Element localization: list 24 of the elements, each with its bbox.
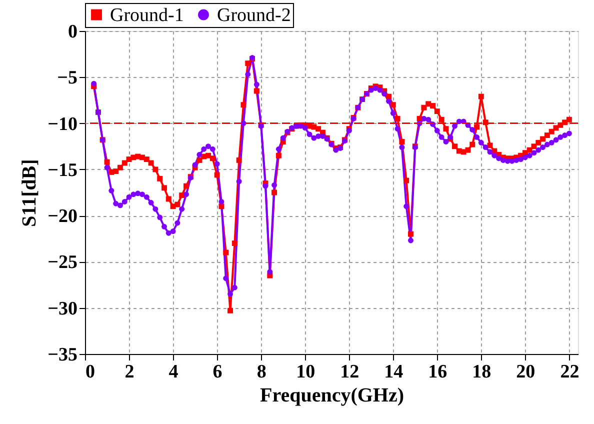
x-tick-label: 4 <box>168 362 179 382</box>
y-tick-label: −5 <box>57 68 78 89</box>
x-axis-title: Frequency(GHz) <box>260 384 404 406</box>
legend-label: Ground-1 <box>110 4 184 26</box>
x-tick-label: 6 <box>212 362 222 382</box>
x-tick-label: 14 <box>384 362 404 382</box>
x-tick-label: 10 <box>296 362 316 382</box>
x-tick-label: 16 <box>428 362 448 382</box>
x-tick-label: 20 <box>516 362 536 382</box>
y-tick-label: −25 <box>48 252 78 274</box>
x-tick-label: 22 <box>560 362 580 382</box>
x-tick-label: 12 <box>340 362 360 382</box>
y-axis-title: S11[dB] <box>18 159 41 227</box>
y-tick-label: −30 <box>48 298 78 320</box>
x-tick-label: 2 <box>124 362 134 382</box>
x-tick-label: 18 <box>472 362 492 382</box>
legend-label: Ground-2 <box>217 4 291 26</box>
y-tick-label: −20 <box>48 206 78 228</box>
x-tick-label: 0 <box>86 362 95 382</box>
x-tick-label: 8 <box>256 362 266 382</box>
y-tick-label: 0 <box>68 22 78 42</box>
y-tick-label: −10 <box>48 114 78 135</box>
y-tick-label: −35 <box>48 344 78 366</box>
y-tick-label: −15 <box>48 160 78 181</box>
